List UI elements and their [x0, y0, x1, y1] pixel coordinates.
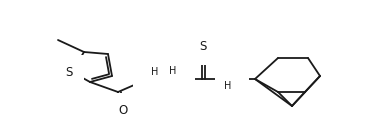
Text: N: N	[175, 70, 184, 83]
Text: N: N	[229, 70, 237, 83]
Text: O: O	[118, 105, 128, 118]
Text: S: S	[199, 40, 207, 53]
Text: N: N	[145, 70, 153, 83]
Text: H: H	[224, 81, 232, 91]
Text: S: S	[65, 66, 73, 79]
Text: H: H	[151, 67, 159, 77]
Text: H: H	[169, 66, 177, 76]
